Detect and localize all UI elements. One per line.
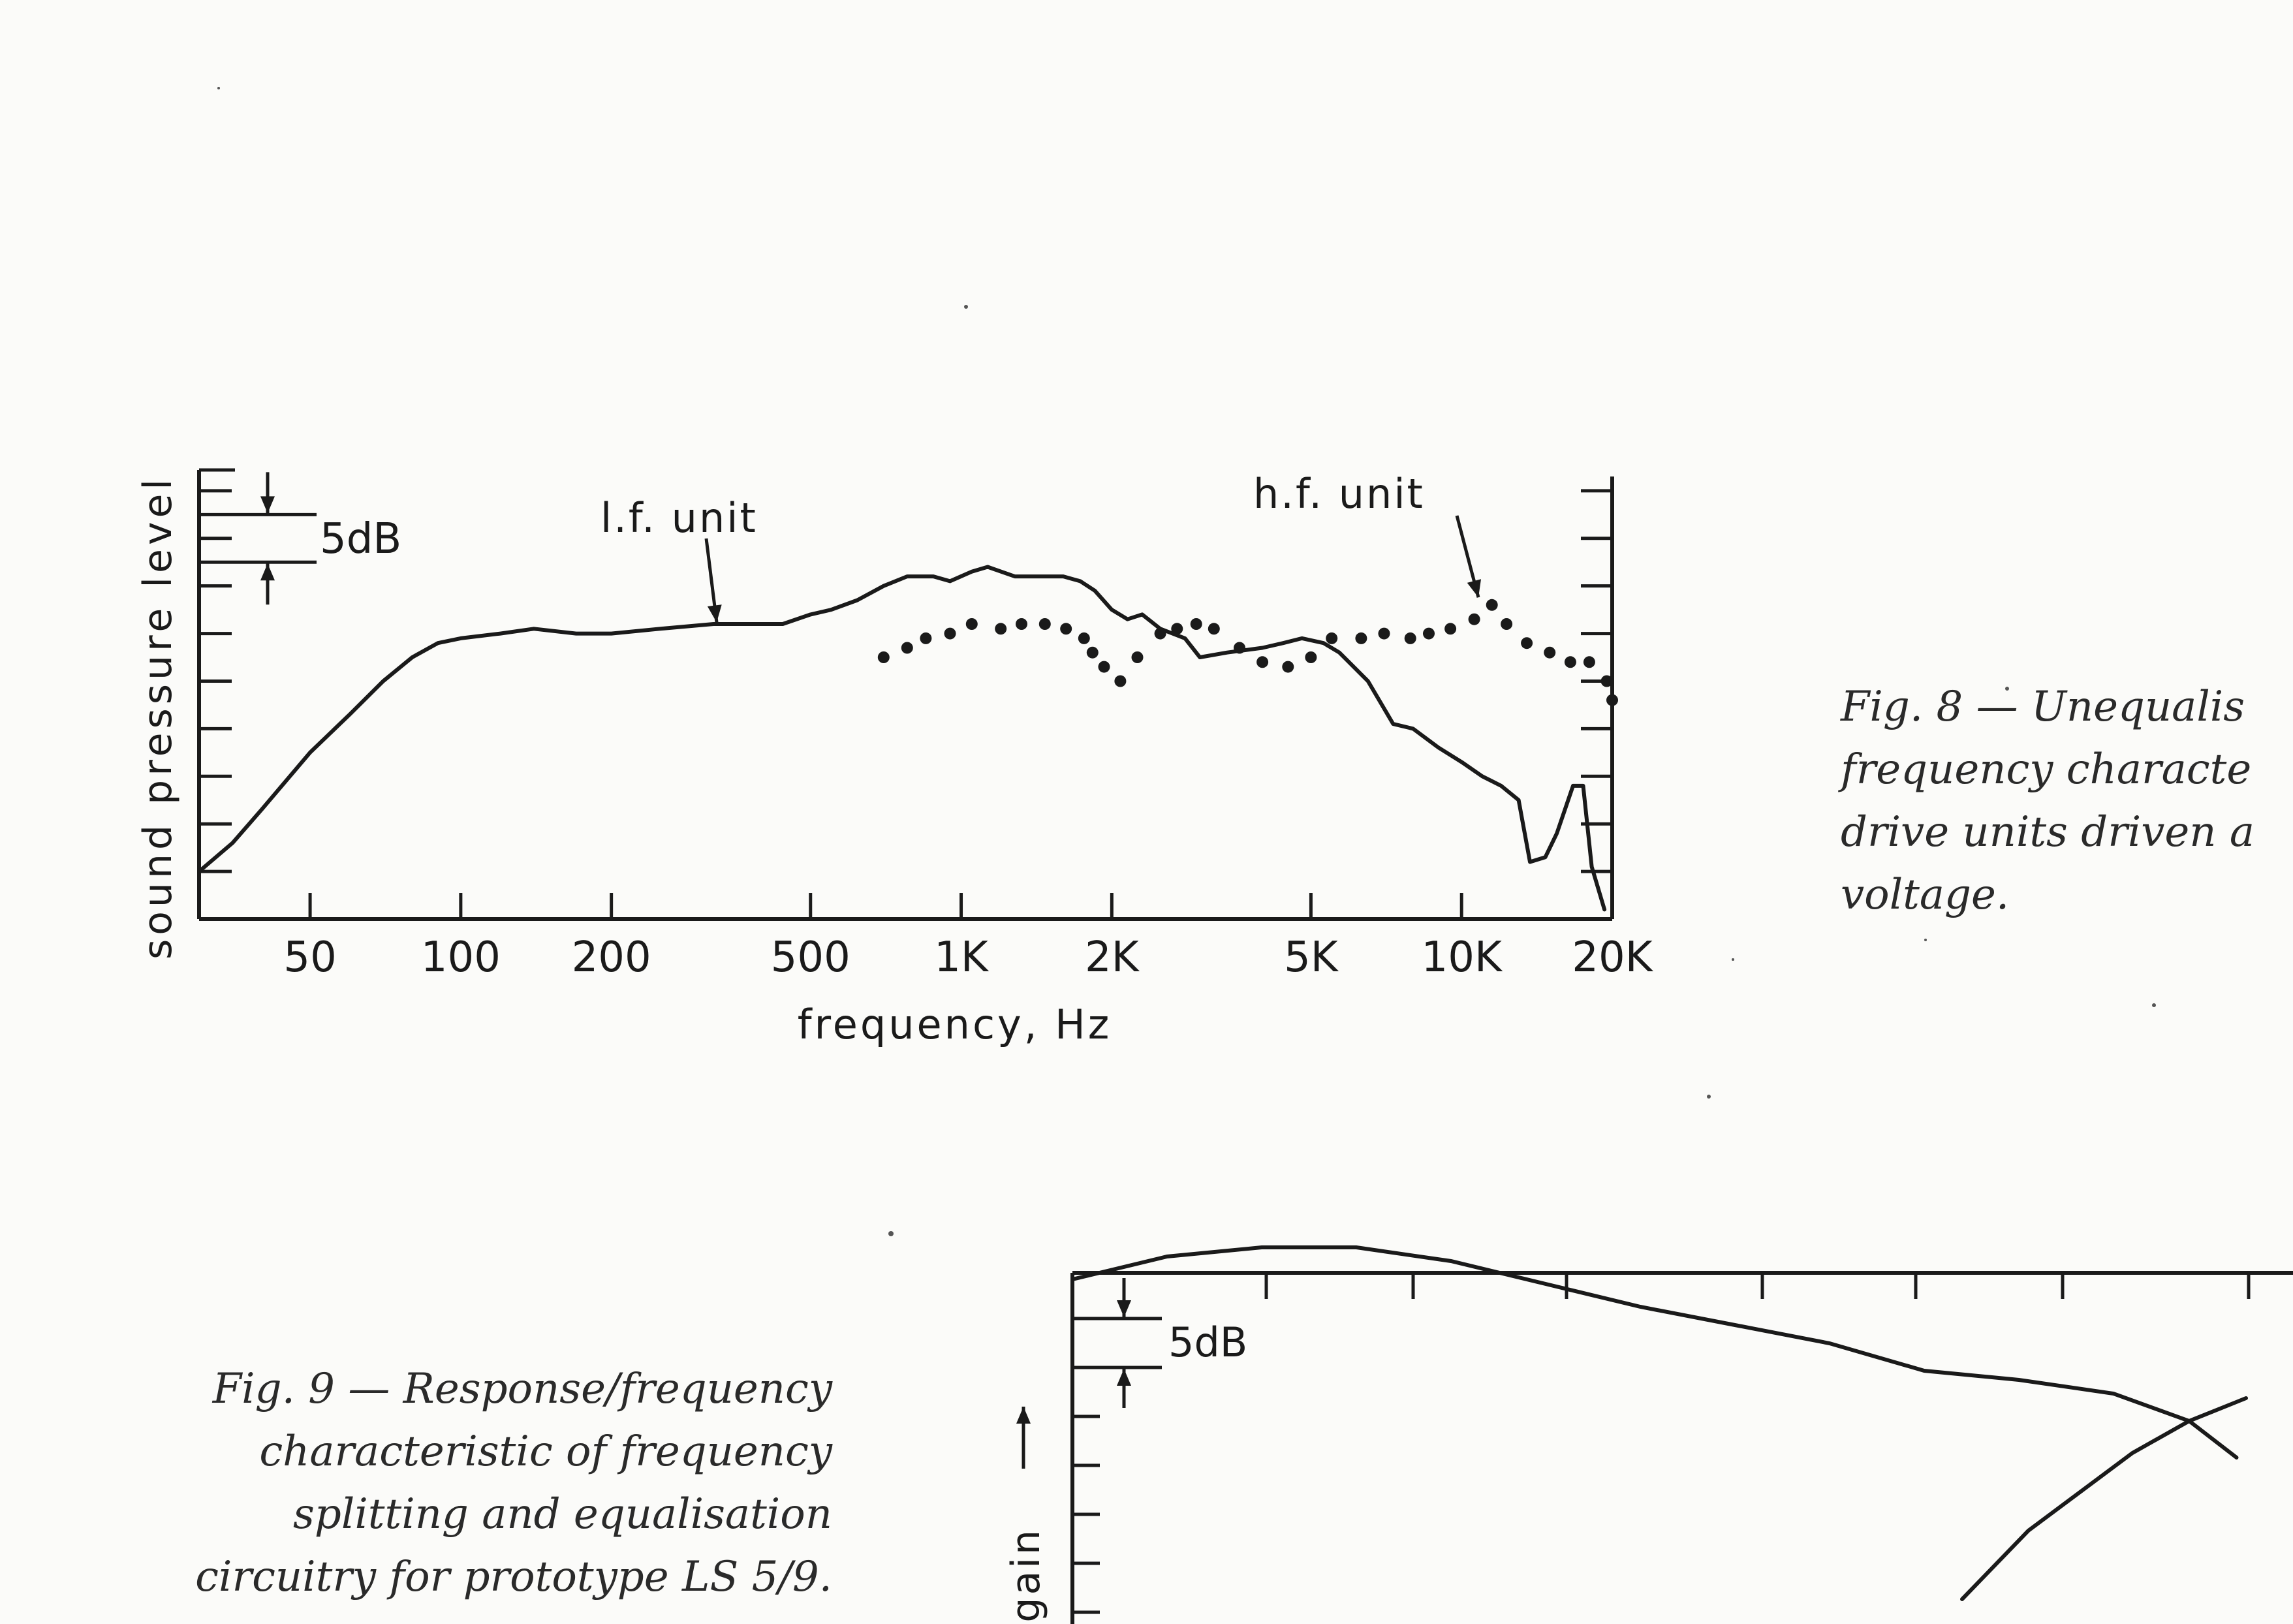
hf-unit-point <box>944 627 956 640</box>
fig9-caption-line-4: circuitry for prototype LS 5/9. <box>195 1553 832 1601</box>
fig9-scale-arrow-up <box>1117 1369 1131 1408</box>
fig9-frame <box>1070 1271 2293 1624</box>
fig8-x-tick-label: 100 <box>421 933 501 982</box>
hf-unit-point <box>1190 618 1202 630</box>
fig8-caption-line-1: Fig. 8 — Unequalis <box>1841 683 2245 731</box>
hf-unit-point <box>920 632 932 644</box>
hf-unit-point <box>1208 623 1220 635</box>
fig9-highpass-curve <box>1960 1396 2248 1601</box>
hf-unit-point <box>1355 632 1367 644</box>
hf-unit-point <box>877 651 890 663</box>
fig9-gain-arrow <box>1016 1407 1031 1469</box>
hf-unit-point <box>1600 675 1613 687</box>
hf-unit-point <box>1404 632 1416 644</box>
fig8-x-tick-label: 10K <box>1422 933 1503 982</box>
fig8-caption-line-2: frequency characte <box>1841 745 2252 794</box>
hf-unit-point <box>1016 618 1027 630</box>
hf-unit-point <box>1521 637 1533 649</box>
fig9-caption-line-1: Fig. 9 — Response/frequency <box>212 1365 832 1413</box>
hf-unit-curve <box>877 599 1618 706</box>
fig8-x-tick-label: 5K <box>1284 933 1339 982</box>
fig8-x-tick-label: 2K <box>1085 933 1140 982</box>
fig8-caption: Fig. 8 — Unequalis frequency characte dr… <box>1841 676 2254 926</box>
hf-unit-point <box>1171 623 1183 635</box>
fig8-scale-arrow-up-head <box>260 563 275 581</box>
fig8-x-tick-label: 200 <box>572 933 651 982</box>
fig8-y-axis-label: sound pressure level <box>135 475 181 960</box>
fig9-scale-arrow-up-head <box>1117 1369 1131 1386</box>
hf-unit-point <box>1078 632 1090 644</box>
hf-unit-point <box>1606 694 1618 706</box>
hf-unit-point <box>1086 646 1099 659</box>
fig8-scale-arrow-down-head <box>260 496 275 514</box>
fig9-chart: 5dB gain <box>1003 1245 2293 1624</box>
hf-unit-point <box>1060 623 1072 635</box>
hf-unit-arrow <box>1455 515 1482 598</box>
fig8-x-tick-label: 20K <box>1572 933 1653 982</box>
hf-unit-point <box>1234 642 1245 654</box>
fig8-5db-scale-bar: 5dB <box>199 472 401 605</box>
hf-unit-label: h.f. unit <box>1253 470 1425 518</box>
fig9-caption-line-2: characteristic of frequency <box>259 1428 832 1476</box>
fig8-chart: sound pressure level 50 100 200 500 1K 2K 5K 10… <box>135 468 1654 1048</box>
fig8-scale-label: 5dB <box>320 515 401 563</box>
hf-unit-point <box>1038 618 1051 630</box>
hf-unit-point <box>1131 651 1144 663</box>
scan-specks <box>217 87 2156 1236</box>
hf-unit-point <box>1098 661 1110 673</box>
fig8-x-tick-label: 500 <box>771 933 850 982</box>
fig9-caption-line-3: splitting and equalisation <box>293 1490 832 1538</box>
fig9-scale-label: 5dB <box>1168 1319 1247 1366</box>
hf-unit-point <box>1423 627 1435 640</box>
fig8-frame <box>197 468 1614 921</box>
lf-unit-curve <box>197 565 1607 912</box>
hf-unit-point <box>965 618 978 630</box>
hf-unit-point <box>1114 675 1127 687</box>
hf-unit-point <box>1378 627 1390 640</box>
fig9-lowpass-curve <box>1070 1245 2239 1460</box>
hf-unit-point <box>1326 632 1338 644</box>
hf-unit-point <box>1256 656 1269 668</box>
hf-unit-point <box>1501 618 1513 630</box>
hf-unit-point <box>1564 656 1576 668</box>
hf-unit-point <box>1444 623 1457 635</box>
fig8-x-axis-label: frequency, Hz <box>798 1001 1112 1048</box>
hf-unit-point <box>1544 646 1556 659</box>
fig9-scale-arrow-down-head <box>1117 1300 1131 1317</box>
hf-unit-point <box>995 623 1007 635</box>
hf-unit-point <box>1154 627 1166 640</box>
lf-unit-arrow-head <box>707 604 722 623</box>
fig8-x-tick-label: 50 <box>283 933 336 982</box>
fig8-scale-arrow-down <box>260 472 275 514</box>
fig9-annotations: gain <box>1003 1407 1049 1623</box>
fig8-y-ticks: sound pressure level <box>135 475 1612 960</box>
fig8-caption-line-4: voltage. <box>1841 871 2010 919</box>
fig9-5db-scale-bar: 5dB <box>1072 1278 1247 1408</box>
fig8-x-ticks: 50 100 200 500 1K 2K 5K 10K 20K frequency, Hz <box>283 893 1654 1048</box>
hf-unit-point <box>1583 656 1595 668</box>
fig9-y-axis-label: gain <box>1003 1527 1049 1623</box>
lf-unit-arrow <box>704 538 722 623</box>
fig8-caption-line-3: drive units driven a <box>1841 808 2254 856</box>
hf-unit-point <box>901 642 913 654</box>
hf-unit-point <box>1468 613 1480 625</box>
fig9-gain-arrow-head <box>1016 1407 1031 1424</box>
hf-unit-point <box>1282 661 1294 673</box>
fig8-annotations: l.f. unit h.f. unit <box>601 470 1482 623</box>
fig9-caption: Fig. 9 — Response/frequency characterist… <box>46 1358 832 1608</box>
hf-unit-point <box>1305 651 1317 663</box>
fig9-scale-arrow-down <box>1117 1278 1131 1317</box>
fig8-x-tick-label: 1K <box>934 933 990 982</box>
fig8-scale-arrow-up <box>260 563 275 605</box>
lf-unit-label: l.f. unit <box>601 494 758 542</box>
hf-unit-point <box>1486 599 1498 611</box>
hf-unit-arrow-head <box>1467 579 1482 598</box>
